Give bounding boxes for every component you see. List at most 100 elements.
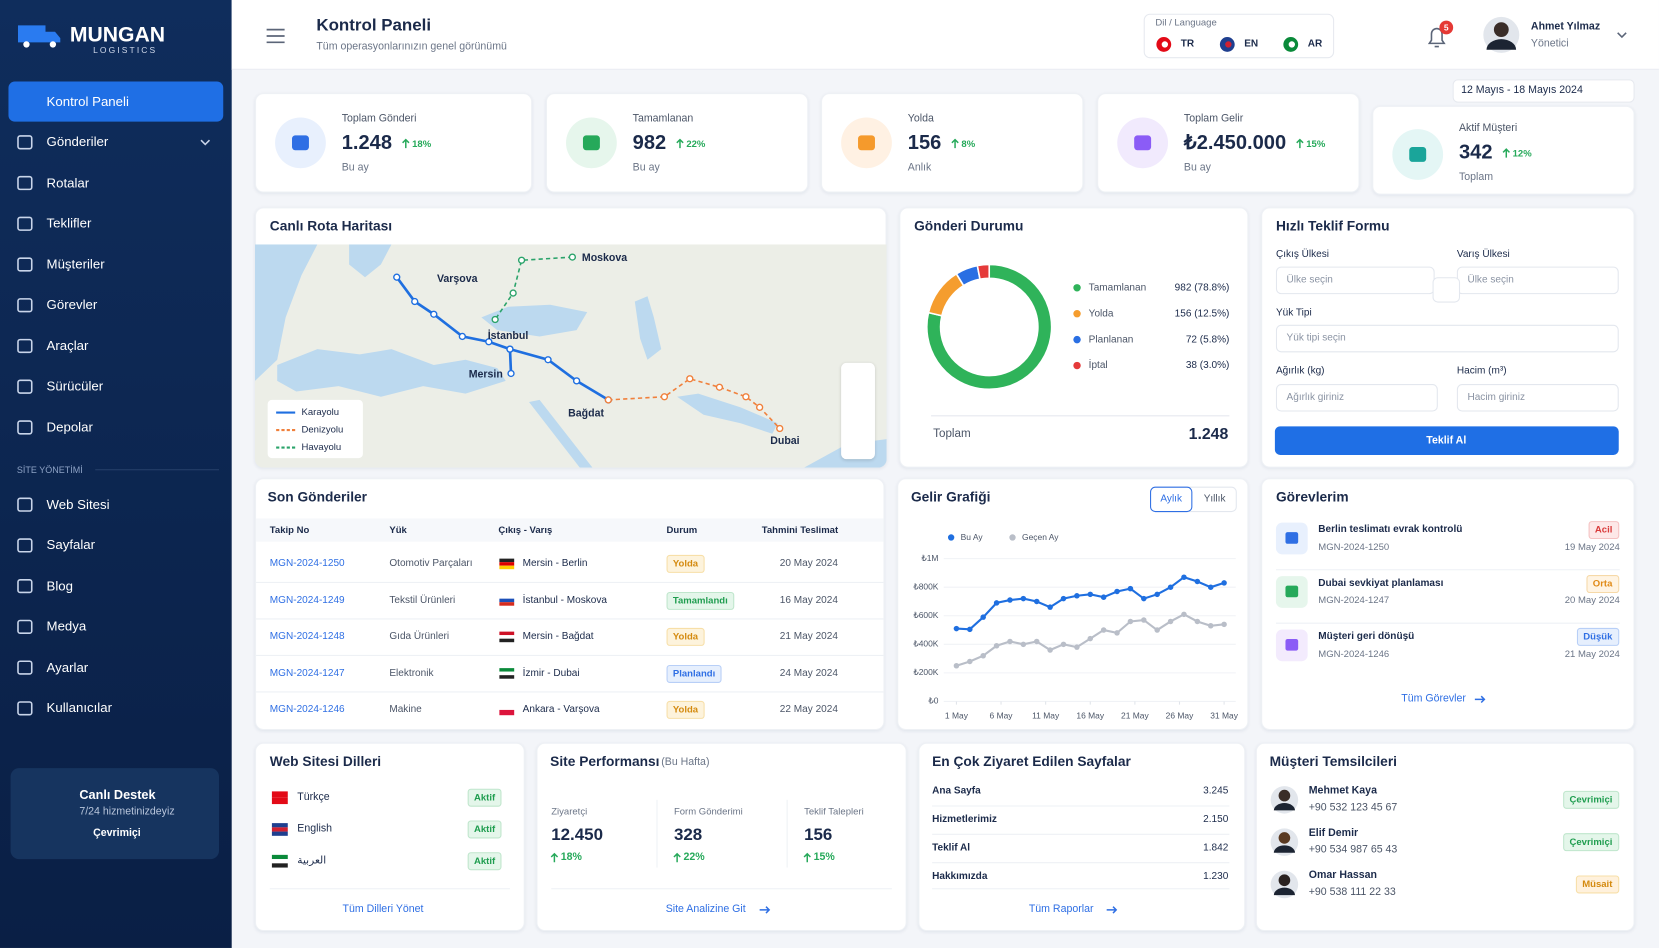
page-name: Hizmetlerimiz xyxy=(932,813,997,826)
status-badge: Çevrimiçi xyxy=(1563,790,1619,809)
support-status: Çevrimiçi xyxy=(93,827,141,839)
sea-route-stop xyxy=(715,383,724,391)
route: Ankara - Varşova xyxy=(522,703,600,716)
metric-label: Ziyaretçi xyxy=(551,805,588,817)
status-badge: Müsait xyxy=(1575,875,1619,894)
destination-select[interactable] xyxy=(1456,266,1619,295)
task-title: Dubai sevkiyat planlaması xyxy=(1318,577,1444,590)
data-point xyxy=(1181,574,1187,580)
legend-label: İptal xyxy=(1089,358,1108,371)
page-name: Hakkımızda xyxy=(932,870,988,883)
metric-label: Teklif Talepleri xyxy=(804,805,864,817)
air-route-stop xyxy=(509,289,517,297)
city-label: Mersin xyxy=(469,368,503,380)
submit-label[interactable]: Teklif Al xyxy=(1426,434,1467,446)
cargo-select[interactable] xyxy=(1275,324,1619,353)
data-point xyxy=(1100,627,1107,633)
menu-item[interactable]: Ayarlar xyxy=(46,659,89,675)
stat-value-row: ₺2.450.000 15% xyxy=(1184,131,1325,156)
menu-item[interactable]: Rotalar xyxy=(46,175,90,190)
tab-active[interactable] xyxy=(1150,486,1193,513)
weight-input[interactable] xyxy=(1275,384,1438,412)
stat-value-row: 156 8% xyxy=(908,131,975,156)
menu-item[interactable]: Depolar xyxy=(46,419,93,435)
tracking-link[interactable]: MGN-2024-1246 xyxy=(269,703,345,716)
water xyxy=(349,244,392,278)
donut-slice xyxy=(927,272,965,317)
page-subtitle: Tüm operasyonlarınızın genel görünümü xyxy=(316,41,507,53)
city-label: Dubai xyxy=(770,435,799,447)
swap-button[interactable] xyxy=(1432,277,1461,303)
submit-button[interactable] xyxy=(1274,426,1619,455)
menu-item[interactable]: Sürücüler xyxy=(46,378,104,394)
tracking-link[interactable]: MGN-2024-1248 xyxy=(269,630,345,643)
link[interactable]: Tüm Görevler xyxy=(1401,692,1466,705)
placeholder: Ülke seçin xyxy=(1467,274,1514,286)
water xyxy=(254,244,318,381)
data-point xyxy=(1221,580,1227,586)
air-route-stop xyxy=(491,315,499,324)
stat-change: 12% xyxy=(1512,148,1532,159)
map-legend xyxy=(267,399,363,459)
field-label: Ağırlık (kg) xyxy=(1275,365,1325,377)
stat-label: Toplam Gelir xyxy=(1183,113,1244,125)
card-title: Müşteri Temsilcileri xyxy=(1269,753,1398,770)
language-option[interactable]: TR xyxy=(1180,38,1195,51)
origin-select[interactable] xyxy=(1275,266,1435,295)
water xyxy=(634,296,662,360)
link[interactable]: Site Analizine Git xyxy=(665,903,746,916)
zoom-controls[interactable] xyxy=(841,362,875,460)
menu-item[interactable]: Teklifler xyxy=(46,215,92,231)
page-visits: 1.842 xyxy=(1203,842,1229,854)
legend-dot xyxy=(1009,534,1016,541)
water xyxy=(277,349,506,397)
rep-phone: +90 532 123 45 67 xyxy=(1308,801,1398,814)
stat-label: Aktif Müşteri xyxy=(1458,122,1518,135)
menu-item[interactable]: Araçlar xyxy=(46,338,89,353)
rep-phone: +90 534 987 65 43 xyxy=(1308,844,1398,856)
card-title: Hızlı Teklif Formu xyxy=(1275,218,1390,235)
menu-item[interactable]: Gönderiler xyxy=(46,134,109,150)
data-point xyxy=(1060,595,1067,602)
menu-item[interactable]: Kontrol Paneli xyxy=(46,93,129,109)
data-point xyxy=(993,642,1000,649)
tab[interactable]: Yıllık xyxy=(1203,493,1226,505)
data-point xyxy=(1033,638,1040,645)
support-box[interactable] xyxy=(10,768,220,860)
link[interactable]: Tüm Dilleri Yönet xyxy=(342,903,424,916)
menu-item[interactable]: Görevler xyxy=(46,297,98,313)
column-header: Yük xyxy=(389,524,407,535)
data-point xyxy=(1074,644,1080,650)
menu-item[interactable]: Blog xyxy=(46,578,74,594)
tab[interactable]: Aylık xyxy=(1160,493,1183,505)
menu-item[interactable]: Medya xyxy=(46,618,87,634)
tracking-link[interactable]: MGN-2024-1250 xyxy=(269,557,345,570)
support-subtitle: 7/24 hizmetinizdeyiz xyxy=(79,806,175,818)
menu-item[interactable]: Müşteriler xyxy=(46,256,105,272)
tracking-link[interactable]: MGN-2024-1249 xyxy=(269,594,345,607)
language-name: Türkçe xyxy=(297,791,330,804)
legend-dot xyxy=(1073,361,1081,370)
page-name: Teklif Al xyxy=(932,842,971,854)
tracking-link[interactable]: MGN-2024-1247 xyxy=(269,667,345,680)
language-name: العربية xyxy=(297,854,327,867)
menu-item[interactable]: Sayfalar xyxy=(46,537,96,553)
rep-name: Elif Demir xyxy=(1308,827,1359,839)
card-title: Web Sitesi Dilleri xyxy=(269,753,382,770)
language-option[interactable]: EN xyxy=(1244,38,1259,51)
link[interactable]: Tüm Raporlar xyxy=(1028,903,1094,916)
task-ref: MGN-2024-1247 xyxy=(1318,594,1390,606)
menu-item[interactable]: Kullanıcılar xyxy=(46,700,112,716)
card xyxy=(536,742,907,932)
card-title: Gönderi Durumu xyxy=(914,218,1024,235)
card-title: Site Performansı xyxy=(550,753,660,770)
field-label: Varış Ülkesi xyxy=(1456,248,1510,261)
date-range[interactable] xyxy=(1452,79,1635,103)
active-menu-item[interactable] xyxy=(8,81,224,122)
language-option[interactable]: AR xyxy=(1307,38,1323,51)
volume-input[interactable] xyxy=(1456,384,1619,412)
data-point xyxy=(1114,588,1120,595)
city-label: Varşova xyxy=(437,273,478,285)
menu-item[interactable]: Web Sitesi xyxy=(46,496,110,512)
